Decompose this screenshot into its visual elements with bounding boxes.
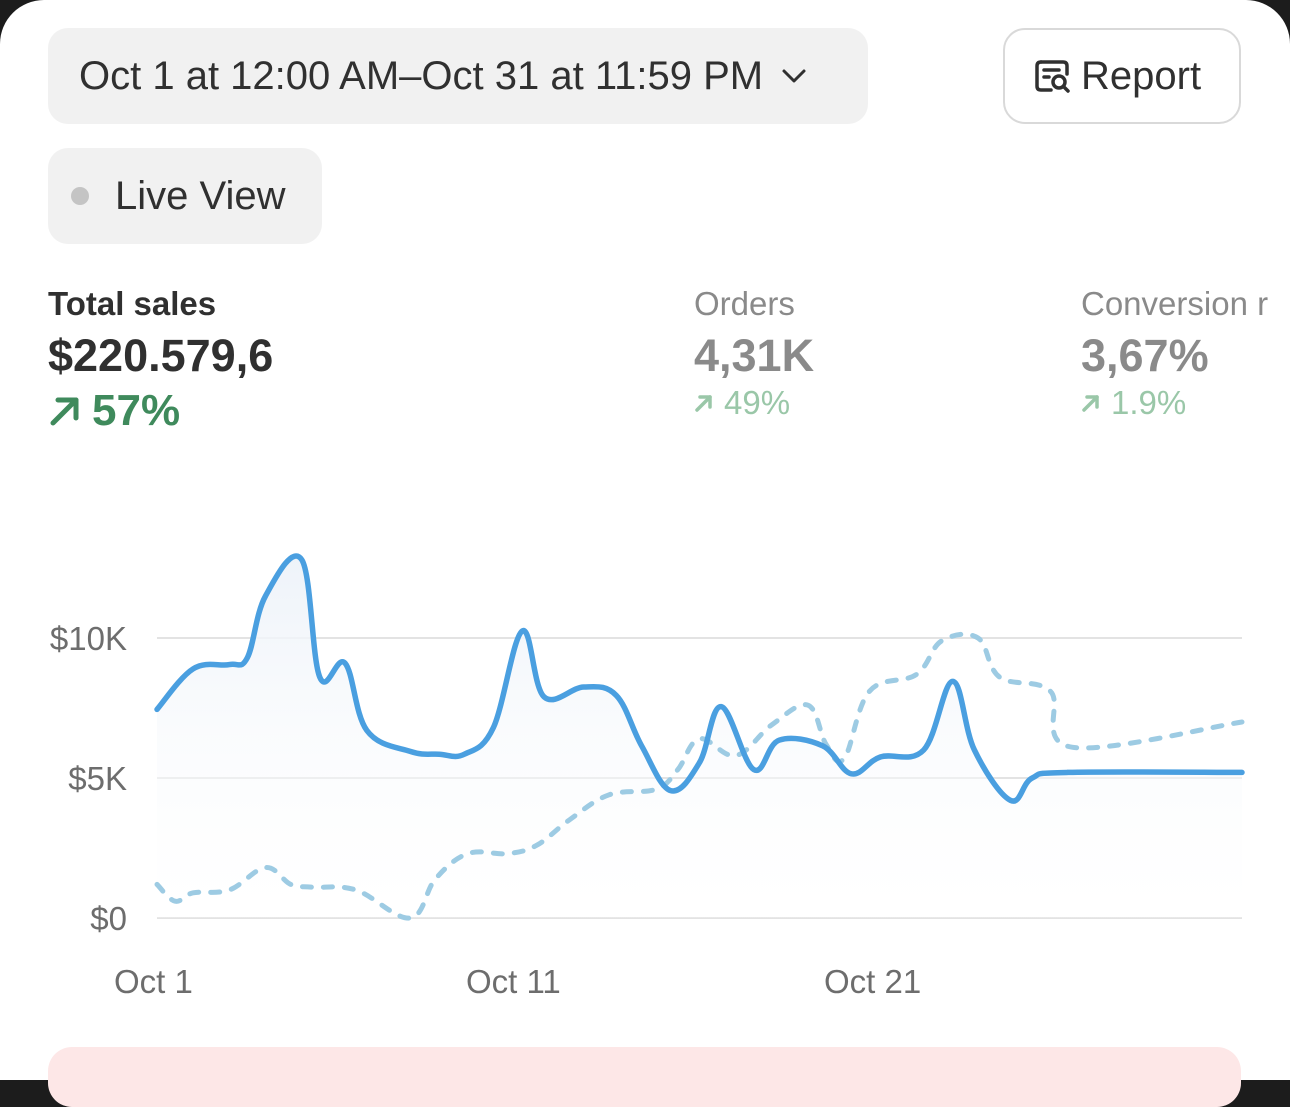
date-range-label: Oct 1 at 12:00 AM–Oct 31 at 11:59 PM	[79, 53, 764, 98]
metric-orders[interactable]: Orders 4,31K 49%	[694, 282, 814, 422]
metric-label: Orders	[694, 285, 795, 322]
metric-total-sales[interactable]: Total sales $220.579,6 57%	[48, 282, 273, 436]
metric-delta: 57%	[48, 386, 273, 436]
y-tick-label: $10K	[50, 620, 127, 657]
metric-delta-value: 57%	[92, 386, 181, 435]
report-search-icon	[1035, 58, 1071, 94]
metric-label: Conversion r	[1081, 285, 1269, 322]
date-range-picker[interactable]: Oct 1 at 12:00 AM–Oct 31 at 11:59 PM	[48, 28, 868, 124]
arrow-up-right-icon	[1081, 393, 1101, 413]
series-area-fill	[157, 556, 1242, 918]
report-button[interactable]: Report	[1003, 28, 1241, 124]
status-dot-icon	[71, 187, 89, 205]
x-tick-label: Oct 21	[824, 963, 921, 1000]
metric-conversion-rate[interactable]: Conversion r 3,67% 1.9%	[1081, 282, 1268, 422]
alert-banner	[48, 1047, 1241, 1107]
arrow-up-right-icon	[694, 393, 714, 413]
metric-label: Total sales	[48, 285, 217, 322]
metric-delta: 49%	[694, 384, 814, 422]
live-view-button[interactable]: Live View	[48, 148, 322, 244]
chevron-down-icon	[781, 68, 807, 84]
arrow-up-right-icon	[48, 394, 82, 428]
metric-value: $220.579,6	[48, 330, 274, 381]
metric-delta-value: 49%	[724, 384, 791, 421]
report-label: Report	[1081, 53, 1202, 98]
metric-delta-value: 1.9%	[1111, 384, 1187, 421]
x-tick-label: Oct 1	[114, 963, 193, 1000]
y-tick-label: $0	[90, 900, 127, 937]
comparison-series-line	[154, 631, 1245, 921]
primary-series-line	[154, 553, 1245, 804]
x-tick-label: Oct 11	[466, 963, 561, 1000]
live-view-label: Live View	[115, 173, 286, 218]
metric-delta: 1.9%	[1081, 384, 1268, 422]
metric-value: 3,67%	[1081, 330, 1209, 381]
y-tick-label: $5K	[68, 760, 127, 797]
sales-line-chart: $10K $5K $0 Oct 1 Oct 11 Oct 21	[50, 553, 1245, 1000]
metric-value: 4,31K	[694, 330, 815, 381]
